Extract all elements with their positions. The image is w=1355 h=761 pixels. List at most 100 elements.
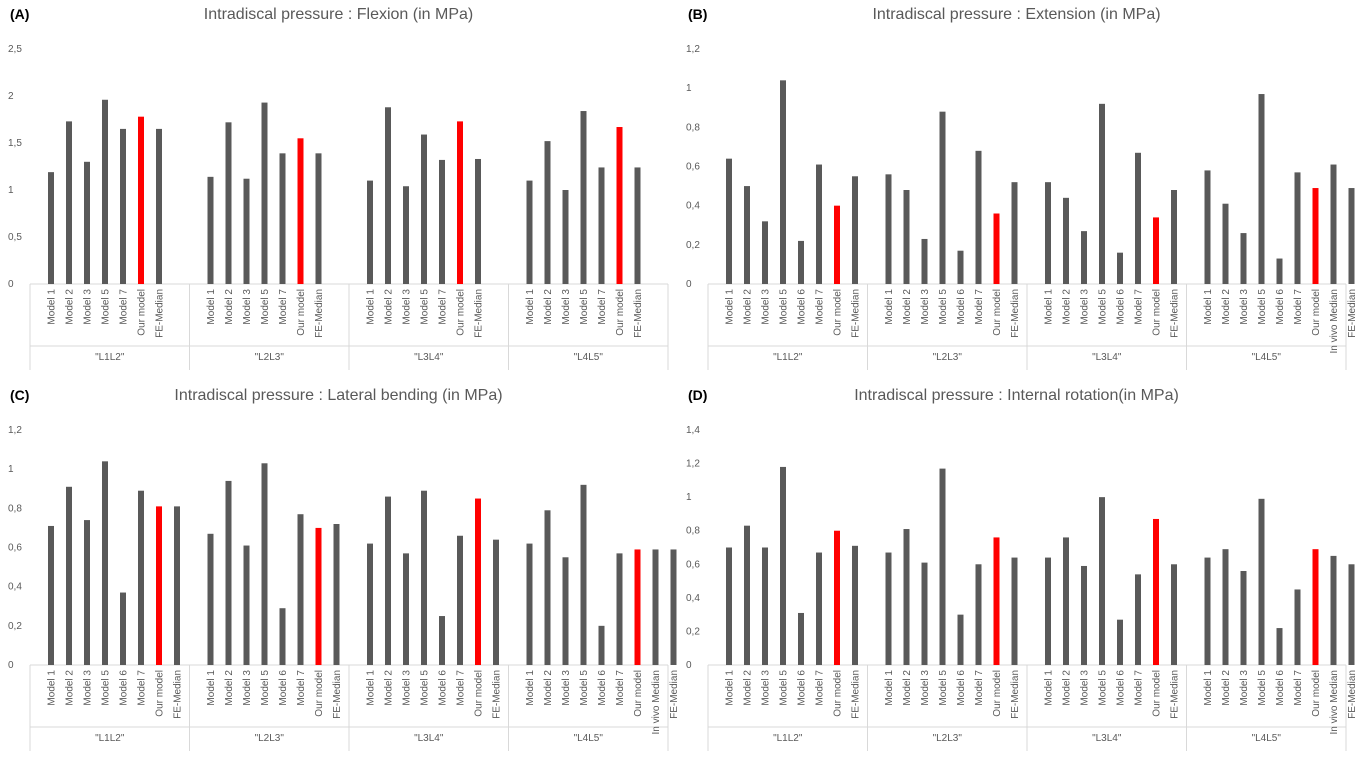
bar-our-model xyxy=(634,549,641,665)
bar xyxy=(1348,188,1355,284)
category-label: FE-Median xyxy=(633,289,644,338)
bar xyxy=(852,545,858,665)
category-label: Model 3 xyxy=(1080,670,1091,706)
category-label: Model 6 xyxy=(1275,289,1286,325)
y-tick-label: 1,2 xyxy=(8,425,22,436)
bar xyxy=(261,463,268,665)
bar xyxy=(1240,571,1247,665)
category-label: Model 6 xyxy=(438,670,449,706)
panel-label: (A) xyxy=(10,6,30,22)
category-label: FE-Median xyxy=(1347,289,1355,338)
category-label: Model 2 xyxy=(384,670,395,706)
category-label: Model 7 xyxy=(815,670,826,706)
category-label: FE-Median xyxy=(851,289,862,338)
bar-chart: 0 0,2 0,4 0,6 0,8 1 1,2 Model 1 Model 2 Model 3 Mo… xyxy=(8,425,680,751)
category-label: Model 1 xyxy=(47,670,58,706)
y-tick-label: 1 xyxy=(8,464,14,475)
category-label: Model 1 xyxy=(525,670,536,706)
bar xyxy=(526,180,533,284)
bar-our-model xyxy=(315,527,322,665)
y-tick-label: 0,8 xyxy=(686,526,700,537)
panel-label: (B) xyxy=(688,6,708,22)
bar xyxy=(403,553,409,665)
bar xyxy=(225,122,232,284)
bar xyxy=(138,490,144,665)
bar-our-model xyxy=(1153,217,1159,284)
category-label: Model 6 xyxy=(597,670,608,706)
category-label: Model 5 xyxy=(1098,670,1109,706)
bar xyxy=(1348,564,1355,665)
category-label: Model 1 xyxy=(47,289,58,325)
category-label: Model 6 xyxy=(956,670,967,706)
category-label: In vivo Median xyxy=(1329,670,1340,734)
category-label: Our model xyxy=(1311,670,1322,717)
category-label: Model 5 xyxy=(579,289,590,325)
category-label: Model 7 xyxy=(119,289,130,325)
bar xyxy=(421,134,427,284)
category-label: Model 1 xyxy=(366,289,377,325)
category-label: Model 1 xyxy=(884,289,895,325)
category-label: Model 5 xyxy=(101,289,112,325)
category-label: Model 3 xyxy=(83,289,94,325)
category-label: Model 5 xyxy=(260,289,271,325)
category-label: Our model xyxy=(474,670,485,717)
bar xyxy=(1222,549,1229,665)
bar xyxy=(120,592,126,665)
category-label: Model 2 xyxy=(224,289,235,325)
category-label: Model 7 xyxy=(296,670,307,706)
category-label: Model 7 xyxy=(1134,289,1145,325)
category-label: Model 5 xyxy=(579,670,590,706)
category-label: FE-Median xyxy=(669,670,680,719)
category-label: Model 3 xyxy=(83,670,94,706)
category-label: Model 7 xyxy=(974,289,985,325)
category-label: Model 2 xyxy=(902,670,913,706)
bar xyxy=(421,490,427,665)
bar xyxy=(798,240,804,284)
bar xyxy=(580,484,587,665)
bar xyxy=(439,159,445,284)
category-label: Model 1 xyxy=(1044,670,1055,706)
bar xyxy=(544,510,551,665)
bar-chart: 0 0,2 0,4 0,6 0,8 1 1,2 Model 1 Model 2 Model 3 Mo… xyxy=(686,44,1355,370)
panel-label: (C) xyxy=(10,387,30,403)
bar xyxy=(798,612,804,665)
bar xyxy=(1294,172,1301,284)
group-label: "L2L3" xyxy=(933,352,963,363)
category-label: Model 3 xyxy=(761,670,772,706)
y-tick-label: 0,4 xyxy=(686,593,700,604)
bar xyxy=(261,102,268,284)
y-tick-label: 1 xyxy=(686,492,692,503)
bar xyxy=(48,172,54,284)
category-label: In vivo Median xyxy=(651,670,662,734)
bar xyxy=(598,625,605,665)
category-label: Our model xyxy=(314,670,325,717)
bar xyxy=(885,552,892,665)
chart-panel-d: (D) Intradiscal pressure : Internal rota… xyxy=(678,381,1355,761)
group-label: "L4L5" xyxy=(574,352,604,363)
bar xyxy=(156,128,162,284)
bar xyxy=(1276,628,1283,665)
bar xyxy=(1135,152,1141,284)
bar xyxy=(1081,231,1087,284)
category-label: Model 5 xyxy=(420,289,431,325)
category-label: Our model xyxy=(296,289,307,336)
group-label: "L1L2" xyxy=(95,733,125,744)
bar xyxy=(493,539,499,665)
bar xyxy=(66,121,72,284)
category-label: Model 7 xyxy=(1134,670,1145,706)
category-label: Model 3 xyxy=(561,670,572,706)
category-label: Model 5 xyxy=(420,670,431,706)
group-label: "L3L4" xyxy=(1092,352,1122,363)
category-label: In vivo Median xyxy=(1329,289,1340,353)
bar xyxy=(243,178,250,284)
category-label: Model 2 xyxy=(1221,289,1232,325)
category-label: Model 3 xyxy=(242,670,253,706)
bar xyxy=(885,174,892,284)
bar xyxy=(1204,557,1211,665)
y-tick-label: 0,5 xyxy=(8,232,22,243)
category-label: Model 7 xyxy=(438,289,449,325)
bar xyxy=(403,186,409,284)
y-tick-label: 0,4 xyxy=(686,201,700,212)
bar xyxy=(1063,537,1069,665)
bar-our-model xyxy=(1153,518,1159,665)
